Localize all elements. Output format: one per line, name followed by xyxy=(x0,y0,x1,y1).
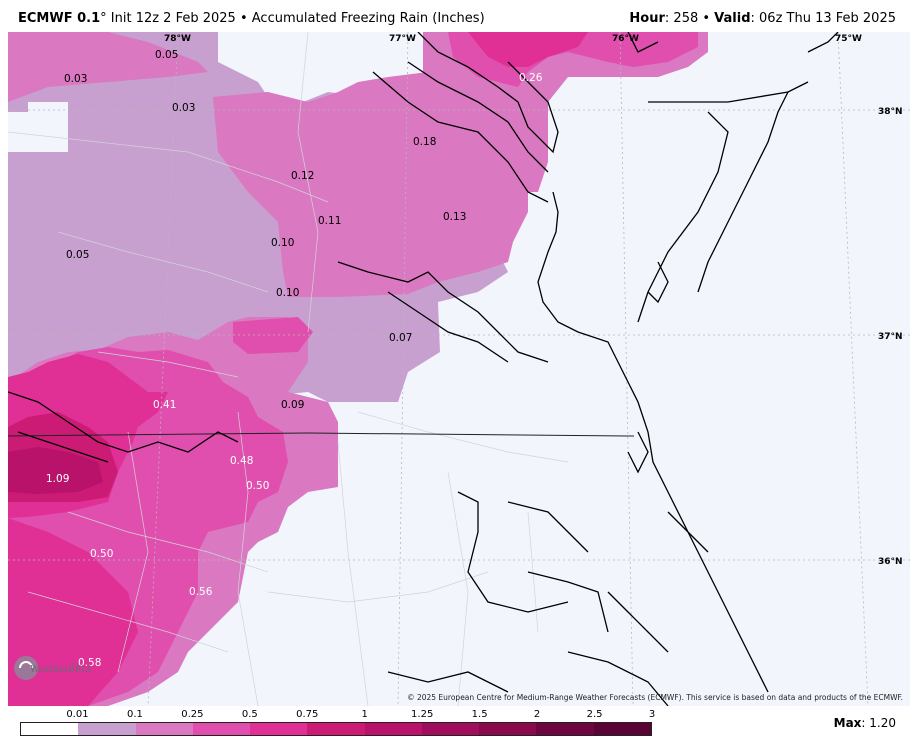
precip-map: 78°W 77°W 76°W 75°W 38°N 37°N 36°N 0.05 … xyxy=(8,32,910,706)
value-label: 0.03 xyxy=(172,102,195,114)
max-label: Max xyxy=(833,716,862,730)
precip-zone-medium xyxy=(8,32,208,102)
forecast-time: Hour: 258 • Valid: 06z Thu 13 Feb 2025 xyxy=(629,11,896,26)
legend-swatch xyxy=(21,723,79,735)
max-value: Max: 1.20 xyxy=(834,716,896,730)
value-label: 0.10 xyxy=(276,287,299,299)
county-lines xyxy=(8,32,569,706)
value-label: 0.18 xyxy=(413,136,436,148)
lat-label: 37°N xyxy=(878,332,903,342)
hour-value: : 258 • xyxy=(664,11,715,26)
longitude-labels: 78°W 77°W 76°W 75°W xyxy=(164,34,862,44)
color-legend: 0.01 0.1 0.25 0.5 0.75 1 1.25 1.5 2 2.5 3 xyxy=(20,708,660,740)
precip-zone-darker xyxy=(8,447,103,494)
legend-swatch xyxy=(593,723,651,735)
value-label: 0.48 xyxy=(230,455,253,467)
hour-label: Hour xyxy=(629,11,665,26)
lon-label: 76°W xyxy=(612,34,639,44)
value-label: 0.56 xyxy=(189,586,213,598)
weatherbell-logo: WeatherBELL xyxy=(12,650,93,686)
value-label: 0.50 xyxy=(90,548,113,560)
value-label: 0.05 xyxy=(155,49,178,61)
legend-swatch xyxy=(250,723,308,735)
legend-swatch xyxy=(135,723,193,735)
model-name: ECMWF 0.1 xyxy=(18,11,101,26)
lon-label: 75°W xyxy=(835,34,862,44)
legend-swatch xyxy=(307,723,365,735)
legend-tick-label: 2 xyxy=(533,709,541,720)
precip-zone-magenta-2 xyxy=(8,518,138,706)
legend-tick-label: 1.5 xyxy=(471,709,488,720)
value-label: 0.26 xyxy=(519,72,543,84)
value-label: 0.11 xyxy=(318,215,341,227)
legend-tick-label: 1.25 xyxy=(411,709,434,720)
valid-label: Valid xyxy=(714,11,751,26)
value-labels: 0.05 0.03 0.03 0.26 0.18 0.12 0.13 0.11 … xyxy=(46,49,543,669)
legend-tick-label: 3 xyxy=(648,709,656,720)
legend-swatch xyxy=(364,723,422,735)
precip-zone-magenta-3 xyxy=(468,32,588,67)
map-title: ECMWF 0.1° Init 12z 2 Feb 2025 • Accumul… xyxy=(18,11,485,26)
lon-label: 78°W xyxy=(164,34,191,44)
legend-colorbar xyxy=(20,722,652,736)
copyright-notice: © 2025 European Centre for Medium-Range … xyxy=(407,693,903,702)
legend-swatch xyxy=(536,723,594,735)
logo-text: WeatherBELL xyxy=(30,665,92,675)
value-label: 0.09 xyxy=(281,399,304,411)
legend-tick-label: 0.01 xyxy=(66,709,89,720)
legend-tick-label: 0.75 xyxy=(296,709,319,720)
legend-swatch xyxy=(421,723,480,735)
value-label: 0.41 xyxy=(153,399,176,411)
lon-label: 77°W xyxy=(389,34,416,44)
value-label: 0.50 xyxy=(246,480,269,492)
separator: • xyxy=(235,11,252,26)
lat-label: 38°N xyxy=(878,107,903,117)
degree-symbol: ° xyxy=(100,11,107,26)
valid-value: : 06z Thu 13 Feb 2025 xyxy=(750,11,896,26)
coastline xyxy=(8,32,839,706)
legend-tick-label: 0.25 xyxy=(181,709,204,720)
latitude-labels: 38°N 37°N 36°N xyxy=(878,107,903,567)
legend-tick-label: 0.1 xyxy=(126,709,143,720)
value-label: 1.09 xyxy=(46,473,69,485)
precip-zone-deep-3 xyxy=(233,317,313,354)
legend-swatch xyxy=(78,723,136,735)
legend-swatch xyxy=(192,723,251,735)
legend-tick-label: 0.5 xyxy=(241,709,258,720)
precip-zone-medium-2 xyxy=(213,72,528,297)
value-label: 0.07 xyxy=(389,332,412,344)
value-label: 0.12 xyxy=(291,170,314,182)
value-label: 0.05 xyxy=(66,249,89,261)
header: ECMWF 0.1° Init 12z 2 Feb 2025 • Accumul… xyxy=(0,0,913,32)
legend-tick-label: 2.5 xyxy=(586,709,603,720)
legend-tick-label: 1 xyxy=(361,709,368,720)
value-label: 0.10 xyxy=(271,237,294,249)
init-time: Init 12z 2 Feb 2025 xyxy=(106,11,236,26)
max-number: : 1.20 xyxy=(861,716,896,730)
value-label: 0.58 xyxy=(78,657,101,669)
product-name: Accumulated Freezing Rain (Inches) xyxy=(251,11,485,26)
state-border xyxy=(8,432,634,437)
value-label: 0.13 xyxy=(443,211,466,223)
value-label: 0.03 xyxy=(64,73,87,85)
legend-swatch xyxy=(479,723,537,735)
lat-label: 36°N xyxy=(878,557,903,567)
logo-graphic: WeatherBELL xyxy=(14,656,93,680)
